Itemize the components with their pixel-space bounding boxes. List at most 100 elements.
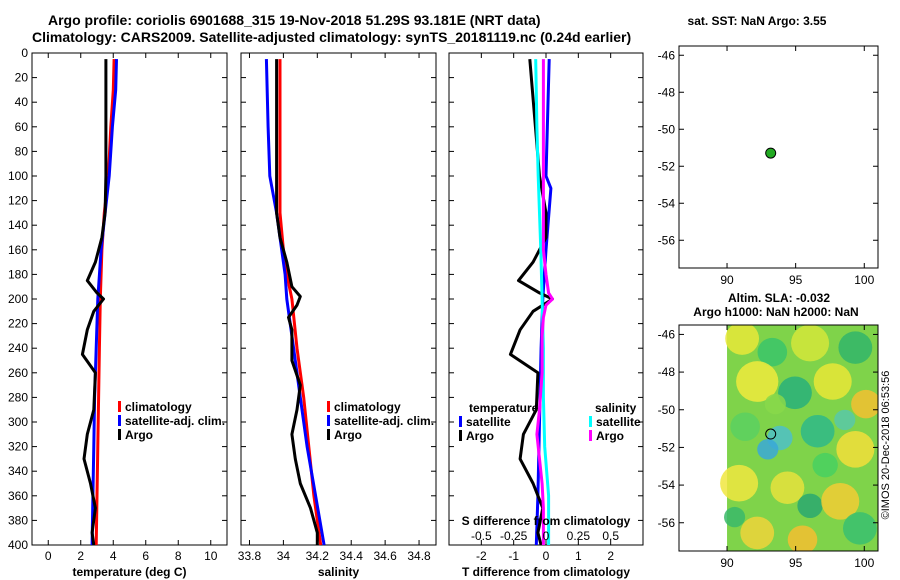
depth-tick-label: 20 [15,71,29,85]
sla-heatmap-cell [778,376,812,410]
temperature-xtick-label: 0 [45,549,52,563]
depth-tick-label: 80 [15,144,29,158]
difference-xtick-label: -1 [508,549,519,563]
depth-tick-label: 140 [8,218,28,232]
diff-s-tick-label: 0.5 [602,529,619,543]
sla_map-ytick-label: -52 [658,440,676,454]
sst_map-ytick-label: -46 [658,48,676,62]
depth-tick-label: 280 [8,390,28,404]
sla-heatmap-cell [838,331,873,364]
salinity-xtick-label: 34.4 [340,549,364,563]
sla_map-ytick-label: -46 [658,327,676,341]
imos-credit: ©IMOS 20-Dec-2018 06:53:56 [880,371,892,520]
temperature-xtick-label: 6 [142,549,149,563]
depth-tick-label: 160 [8,243,28,257]
diff-legend-label: satellite [466,415,511,429]
depth-tick-label: 60 [15,120,29,134]
diff-legend-swatch [589,430,592,441]
sla-heatmap-cell [764,393,786,415]
depth-tick-label: 360 [8,489,28,503]
diff-legend-temperature-title: temperature [469,401,539,415]
depth-tick-label: 120 [8,194,28,208]
sst-map-title: sat. SST: NaN Argo: 3.55 [688,14,827,28]
sla-heatmap-cell [812,452,838,478]
sla-map-title-1: Altim. SLA: -0.032 [728,291,830,305]
salinity-xtick-label: 34.2 [306,549,330,563]
salinity-legend-swatch [327,401,330,412]
temperature-xtick-label: 10 [204,549,218,563]
depth-tick-label: 260 [8,366,28,380]
sla-heatmap-cell [736,361,779,402]
difference-xlabel: T difference from climatology [462,565,630,579]
temperature-series-satellite-adj-clim- [90,59,118,546]
salinity-xtick-label: 33.8 [238,549,262,563]
sst_map-xtick-label: 95 [789,273,803,287]
diff-s-tick-label: 0.25 [567,529,591,543]
depth-tick-label: 240 [8,341,28,355]
depth-tick-label: 0 [21,46,28,60]
depth-tick-label: 40 [15,95,29,109]
temperature-legend-label: satellite-adj. clim. [125,414,225,428]
diff-legend-label: satellite [596,415,641,429]
sla-heatmap-cell [725,325,760,355]
depth-tick-label: 300 [8,415,28,429]
sla-heatmap-cell [851,389,878,419]
figure-title-line2: Climatology: CARS2009. Satellite-adjuste… [32,29,632,45]
temperature-xlabel: temperature (deg C) [72,565,186,579]
temperature-legend-swatch [118,429,121,440]
sla-heatmap-cell [800,414,835,448]
temperature-xtick-label: 4 [110,549,117,563]
difference-xtick-label: 2 [607,549,614,563]
sla_map-frame [678,324,879,552]
sla-heatmap-cell [757,439,779,460]
sst_map-background [679,46,878,268]
sla-heatmap-cell [787,525,818,551]
sla-heatmap-cell [730,412,760,441]
difference-series-s-argo [535,59,554,545]
panel-sla_map: 90 95 100 -46 -48 -50 -52 -54 -56 [658,324,879,570]
sla-heatmap-field [720,325,878,551]
salinity-legend-label: climatology [334,400,401,414]
depth-tick-label: 380 [8,513,28,527]
temperature-frame [31,52,228,546]
salinity-series-satellite-adj-clim- [264,59,326,546]
sst_map-ytick-label: -48 [658,85,676,99]
temperature-legend-swatch [118,401,121,412]
depth-tick-label: 340 [8,464,28,478]
diff-legend-swatch [459,416,462,427]
salinity-xlabel: salinity [318,565,360,579]
salinity-legend-label: satellite-adj. clim. [334,414,434,428]
sla-heatmap-cell [834,409,856,431]
salinity-series-argo [275,59,319,545]
sla-heatmap-cell [724,506,746,528]
panel-temperature: 0204060801001201401601802002202402602803… [8,46,228,579]
sst_map-frame [678,45,879,269]
sst_map-ytick-label: -50 [658,122,676,136]
salinity-legend-label: Argo [334,428,362,442]
salinity-xtick-label: 34.6 [373,549,397,563]
temperature-legend-label: climatology [125,400,192,414]
depth-tick-label: 400 [8,538,28,552]
depth-tick-label: 200 [8,292,28,306]
panel-salinity: 33.8 34 34.2 34.4 34.6 34.8 salinity climatolog… [238,52,437,579]
temperature-series-climatology [94,59,116,546]
sst_map-ytick-label: -52 [658,159,676,173]
diff-legend-label: Argo [596,429,624,443]
temperature-legend-swatch [118,415,121,426]
sla-map-title-2: Argo h1000: NaN h2000: NaN [693,305,858,319]
depth-tick-label: 180 [8,267,28,281]
salinity-xtick-label: 34.8 [407,549,431,563]
panel-sst_map: 90 95 100 -46 -48 -50 -52 -54 -56 [658,45,879,287]
sla-heatmap-cell [836,430,875,468]
sla-heatmap-cell [770,471,805,504]
panel-difference: -2 -1 0 1 2 T difference from climatology temp… [448,52,644,579]
salinity-xtick-label: 34 [277,549,291,563]
sla_map-ytick-label: -48 [658,365,676,379]
diff-legend-salinity-title: salinity [595,401,637,415]
sst_map-ytick-label: -54 [658,196,676,210]
sla-heatmap-cell [720,464,759,502]
salinity-frame [240,52,437,546]
difference-xtick-label: 0 [543,549,550,563]
sla-heatmap-cell [842,512,877,545]
